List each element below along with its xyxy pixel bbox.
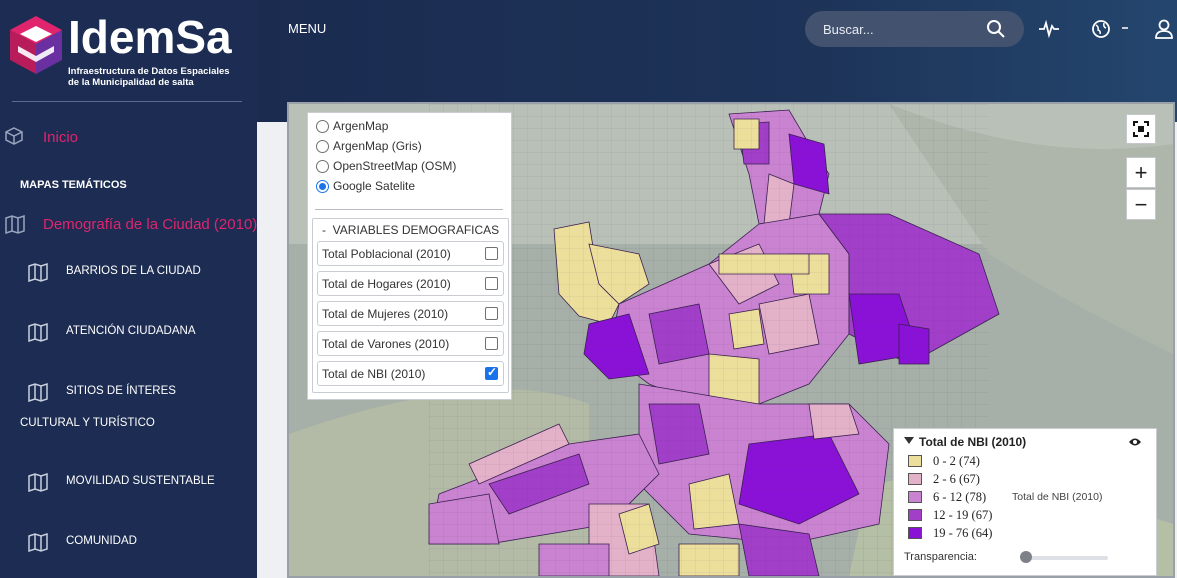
variables-group: - VARIABLES DEMOGRAFICAS Total Poblacion…: [312, 218, 509, 393]
map-icon: [28, 472, 48, 492]
legend-swatch: [908, 527, 922, 539]
basemap-label: ArgenMap (Gris): [333, 139, 422, 153]
sidebar-item-barrios[interactable]: BARRIOS DE LA CIUDAD: [0, 258, 257, 288]
brand-logo[interactable]: IdemSa Infraestructura de Datos Espacial…: [8, 10, 248, 90]
sidebar-divider: [12, 101, 242, 102]
globe-icon[interactable]: [1090, 18, 1112, 40]
search-input[interactable]: [823, 19, 983, 39]
variables-group-title[interactable]: - VARIABLES DEMOGRAFICAS: [322, 223, 499, 237]
section-title: MAPAS TEMÁTICOS: [20, 179, 127, 191]
variable-label: Total Poblacional (2010): [322, 247, 451, 261]
transparency-label: Transparencia:: [904, 551, 977, 563]
map-icon: [5, 214, 25, 234]
cube-icon: [5, 127, 23, 145]
variable-total-nbi[interactable]: Total de NBI (2010): [317, 361, 504, 386]
sidebar-item-label: COMUNIDAD: [66, 535, 137, 547]
basemap-option-osm[interactable]: OpenStreetMap (OSM): [316, 157, 456, 175]
sidebar-item-label: Inicio: [43, 129, 79, 146]
legend-swatch: [908, 509, 922, 521]
variable-checkbox[interactable]: [485, 247, 498, 260]
legend-range: 2 - 6 (67): [933, 472, 980, 486]
search-icon[interactable]: [986, 19, 1006, 39]
legend-swatch: [908, 491, 922, 503]
variable-checkbox[interactable]: [485, 307, 498, 320]
search-box: [805, 11, 1024, 47]
sidebar: IdemSa Infraestructura de Datos Espacial…: [0, 0, 257, 578]
legend-title: Total de NBI (2010): [919, 435, 1027, 449]
brand-subtitle-line1: Infraestructura de Datos Espaciales: [68, 66, 230, 77]
variable-checkbox-checked[interactable]: [485, 365, 498, 380]
variable-total-varones[interactable]: Total de Varones (2010): [317, 331, 504, 356]
radio-button[interactable]: [316, 119, 329, 133]
sidebar-item-inicio[interactable]: Inicio: [0, 122, 257, 152]
sidebar-item-demografia[interactable]: Demografía de la Ciudad (2010): [0, 210, 257, 240]
activity-icon[interactable]: [1038, 19, 1060, 39]
map-icon: [28, 262, 48, 282]
fullscreen-button[interactable]: [1126, 114, 1156, 144]
sidebar-item-atencion[interactable]: ATENCIÓN CIUDADANA: [0, 318, 257, 348]
basemap-option-argenmap-gris[interactable]: ArgenMap (Gris): [316, 137, 422, 155]
radio-button[interactable]: [316, 139, 329, 153]
sidebar-item-label: ATENCIÓN CIUDADANA: [66, 325, 196, 337]
legend-range: 12 - 19 (67): [933, 508, 993, 522]
legend-range: 19 - 76 (64): [933, 526, 993, 540]
sidebar-item-sitios-continuation[interactable]: CULTURAL Y TURÍSTICO: [20, 417, 155, 429]
legend-swatch: [908, 473, 922, 485]
legend-panel: Total de NBI (2010) 0 - 2 (74) 2 - 6 (67…: [893, 428, 1157, 576]
legend-range: 6 - 12 (78): [933, 490, 987, 504]
transparency-slider-handle[interactable]: [1020, 551, 1033, 563]
basemap-label: Google Satelite: [333, 179, 416, 193]
brand-name: IdemSa: [68, 11, 232, 63]
variable-label: Total de Hogares (2010): [322, 277, 451, 291]
brand-subtitle: Infraestructura de Datos Espaciales de l…: [68, 66, 257, 88]
variable-checkbox[interactable]: [485, 337, 498, 350]
menu-button[interactable]: MENU: [288, 21, 327, 36]
panel-divider: [315, 209, 503, 210]
zoom-out-button[interactable]: −: [1126, 189, 1156, 220]
map-icon: [28, 382, 48, 402]
radio-button[interactable]: [316, 159, 329, 173]
group-title-label: VARIABLES DEMOGRAFICAS: [332, 223, 500, 237]
transparency-slider-track[interactable]: [1022, 556, 1108, 560]
legend-range: 0 - 2 (74): [933, 454, 980, 468]
sidebar-item-label: BARRIOS DE LA CIUDAD: [66, 265, 201, 277]
legend-side-label: Total de NBI (2010): [1012, 491, 1103, 503]
sidebar-item-movilidad[interactable]: MOVILIDAD SUSTENTABLE: [0, 468, 257, 498]
basemap-option-google-satelite[interactable]: Google Satelite: [316, 177, 415, 195]
basemap-label: ArgenMap: [333, 119, 389, 133]
eye-icon[interactable]: [1128, 437, 1142, 447]
basemap-option-argenmap[interactable]: ArgenMap: [316, 117, 388, 135]
variable-total-hogares[interactable]: Total de Hogares (2010): [317, 271, 504, 296]
user-icon[interactable]: [1154, 18, 1174, 40]
choropleth-map[interactable]: [289, 104, 1173, 576]
collapse-toggle[interactable]: -: [322, 223, 326, 237]
legend-swatch: [908, 455, 922, 467]
fullscreen-icon: [1133, 121, 1149, 137]
zoom-in-button[interactable]: +: [1126, 157, 1156, 188]
variable-total-mujeres[interactable]: Total de Mujeres (2010): [317, 301, 504, 326]
variable-label: Total de Mujeres (2010): [322, 307, 449, 321]
map-view[interactable]: [287, 102, 1175, 578]
sidebar-item-comunidad[interactable]: COMUNIDAD: [0, 528, 257, 558]
radio-button-selected[interactable]: [316, 179, 329, 193]
caret-down-icon[interactable]: [904, 437, 914, 444]
sidebar-item-label: SITIOS DE ÍNTERES: [66, 385, 176, 397]
sidebar-item-label: MOVILIDAD SUSTENTABLE: [66, 475, 215, 487]
map-icon: [28, 322, 48, 342]
top-bar: MENU: [257, 0, 1177, 122]
basemap-label: OpenStreetMap (OSM): [333, 159, 457, 173]
layer-switcher-panel: ArgenMap ArgenMap (Gris) OpenStreetMap (…: [307, 112, 512, 400]
sidebar-item-label: Demografía de la Ciudad (2010): [43, 216, 257, 233]
variable-label: Total de NBI (2010): [322, 367, 426, 381]
logo-icon: [10, 16, 62, 74]
map-icon: [28, 532, 48, 552]
variable-label: Total de Varones (2010): [322, 337, 450, 351]
variable-checkbox[interactable]: [485, 277, 498, 290]
brand-subtitle-line2: de la Municipalidad de salta: [68, 77, 194, 88]
variable-total-poblacional[interactable]: Total Poblacional (2010): [317, 241, 504, 266]
chevron-down-icon[interactable]: [1121, 26, 1129, 32]
sidebar-item-sitios[interactable]: SITIOS DE ÍNTERES: [0, 378, 257, 408]
